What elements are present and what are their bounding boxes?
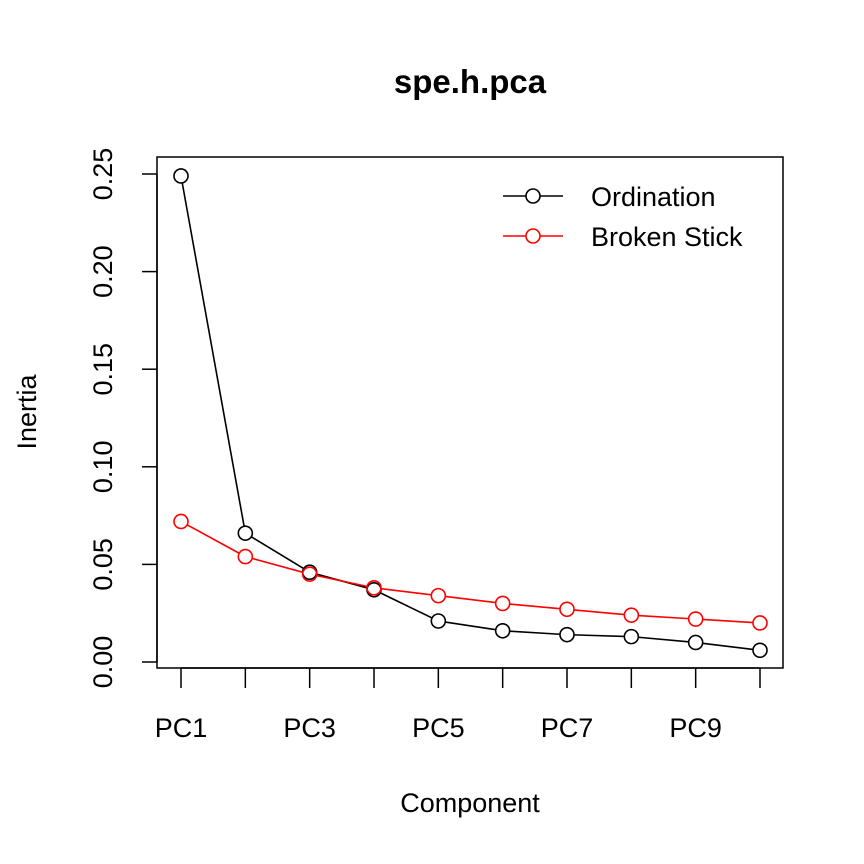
data-point: [366, 580, 382, 596]
legend-marker: [525, 228, 541, 244]
y-tick-label: 0.05: [88, 538, 118, 591]
data-point: [559, 626, 575, 643]
series-line-segment: [573, 609, 625, 616]
data-point: [173, 168, 189, 184]
y-axis: 0.00 0.05 0.10 0.15 0.20 0.25: [88, 148, 158, 689]
legend: Ordination Broken Stick: [503, 182, 743, 252]
y-axis-title: Inertia: [12, 373, 42, 449]
legend-label: Ordination: [591, 182, 716, 212]
data-point: [430, 613, 447, 629]
chart-title: spe.h.pca: [394, 63, 547, 100]
series-line-segment: [445, 621, 496, 631]
data-point: [237, 525, 254, 541]
series-line-segment: [573, 634, 625, 638]
data-point: [173, 513, 189, 530]
series-line-segment: [702, 618, 754, 624]
x-tick-label: PC9: [669, 713, 722, 743]
y-tick-label: 0.10: [88, 441, 118, 494]
x-tick-label: PC7: [541, 713, 594, 743]
series-line-segment: [379, 592, 433, 619]
series-line-segment: [250, 536, 305, 570]
series-line-segment: [316, 574, 368, 588]
data-point: [623, 628, 640, 645]
x-tick-label: PC5: [412, 713, 465, 743]
data-point: [752, 642, 768, 659]
data-point: [237, 548, 254, 565]
x-tick-label: PC3: [283, 713, 336, 743]
data-point: [623, 607, 640, 623]
data-point: [494, 595, 511, 612]
series-line-segment: [186, 524, 240, 554]
series-broken-stick: [173, 513, 768, 631]
x-axis-title: Component: [400, 788, 540, 818]
series-line-segment: [509, 603, 561, 610]
series-line-segment: [380, 587, 432, 596]
y-tick-label: 0.25: [88, 148, 118, 201]
data-point: [494, 622, 511, 639]
data-point: [559, 601, 575, 618]
legend-label: Broken Stick: [591, 222, 743, 252]
series-line-segment: [251, 557, 304, 574]
x-axis: PC1 PC3 PC5 PC7 PC9: [155, 667, 761, 743]
legend-marker: [525, 188, 541, 204]
data-point: [752, 615, 768, 631]
series-line-segment: [638, 614, 689, 620]
series-line-segment: [638, 636, 689, 643]
data-point: [687, 611, 704, 627]
data-point: [687, 634, 704, 651]
series-line-segment: [445, 595, 496, 604]
y-tick-label: 0.15: [88, 343, 118, 396]
series-line-segment: [509, 630, 561, 636]
series-line-segment: [181, 182, 245, 527]
y-tick-label: 0.00: [88, 636, 118, 689]
x-tick-label: PC1: [155, 713, 208, 743]
series-line-segment: [702, 642, 754, 651]
series-layer: [173, 168, 768, 659]
y-tick-label: 0.20: [88, 245, 118, 298]
data-point: [301, 566, 318, 582]
data-point: [430, 587, 447, 604]
